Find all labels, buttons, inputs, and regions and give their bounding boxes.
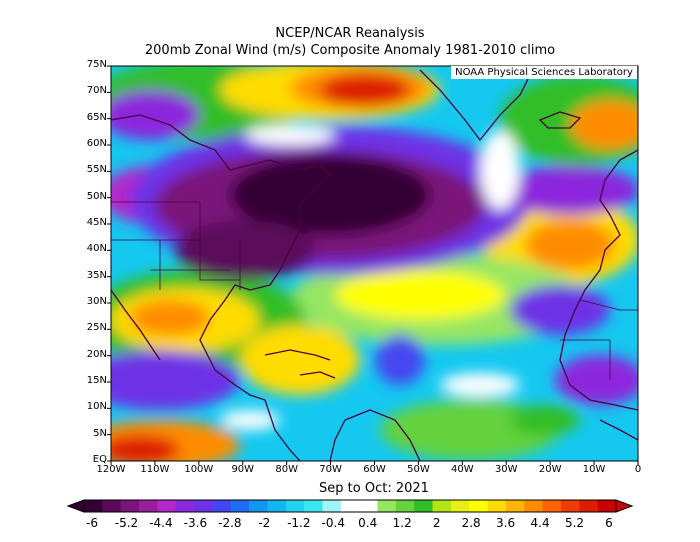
lon-tick-label: 90W xyxy=(231,464,255,475)
lat-tick-label: 55N xyxy=(86,164,107,176)
colorbar xyxy=(66,499,634,513)
colorbar-swatch xyxy=(340,500,360,512)
lon-tick-label: 30W xyxy=(494,464,518,475)
colorbar-swatch xyxy=(102,500,122,512)
lon-tick-label: 60W xyxy=(363,464,386,475)
colorbar-frame xyxy=(83,499,617,513)
colorbar-swatch xyxy=(395,500,415,512)
colorbar-swatch xyxy=(597,500,617,512)
lon-tick-label: 110W xyxy=(140,464,170,475)
lon-tick-label: 100W xyxy=(184,464,214,475)
chart-subtitle: 200mb Zonal Wind (m/s) Composite Anomaly… xyxy=(144,43,556,58)
colorbar-swatch xyxy=(524,500,544,512)
colorbar-swatch xyxy=(432,500,452,512)
colorbar-swatch xyxy=(505,500,525,512)
lat-tick-label: 50N xyxy=(86,190,107,202)
colorbar-swatch xyxy=(414,500,434,512)
lat-tick-label: 60N xyxy=(86,138,107,149)
lon-tick-label: 50W xyxy=(407,464,430,475)
colorbar-swatch xyxy=(450,500,470,512)
lat-tick-label: 75N xyxy=(86,59,107,70)
colorbar-tick-label: -5.2 xyxy=(114,516,139,530)
colorbar-tick-label: 2 xyxy=(432,516,441,530)
axis-tick-marks xyxy=(107,65,639,465)
colorbar-swatch xyxy=(304,500,323,512)
colorbar-tick-label: -2 xyxy=(258,516,271,530)
colorbar-tick-label: 4.4 xyxy=(530,516,550,530)
colorbar-swatch xyxy=(542,500,562,512)
chart-title: NCEP/NCAR Reanalysis xyxy=(275,26,425,41)
colorbar-tick-label: 5.2 xyxy=(564,516,585,530)
colorbar-tick-label: -0.4 xyxy=(321,516,345,530)
lat-tick-label: 5N xyxy=(93,427,107,439)
colorbar-swatch xyxy=(249,500,268,512)
colorbar-tick-label: -6 xyxy=(86,516,98,530)
colorbar-tick-label: 3.6 xyxy=(496,516,516,530)
colorbar-swatch xyxy=(377,500,397,512)
lat-tick-label: EQ xyxy=(92,454,107,465)
colorbar-tick-label: -2.8 xyxy=(218,516,242,530)
colorbar-swatch xyxy=(469,500,489,512)
colorbar-swatch xyxy=(230,500,250,512)
colorbar-tick-label: 0.4 xyxy=(358,516,378,530)
colorbar-swatch xyxy=(157,500,177,512)
colorbar-swatch xyxy=(212,500,232,512)
lat-tick-label: 15N xyxy=(86,375,107,386)
lon-tick-label: 20W xyxy=(538,464,562,475)
colorbar-swatch xyxy=(120,500,140,512)
lon-tick-label: 0 xyxy=(634,464,642,475)
colorbar-swatch xyxy=(84,500,103,512)
colorbar-tick-label: 1.2 xyxy=(392,516,412,530)
colorbar-swatch xyxy=(139,500,158,512)
lon-tick-label: 40W xyxy=(451,464,474,475)
colorbar-swatch xyxy=(175,500,195,512)
colorbar-tick-label: -3.6 xyxy=(183,516,208,530)
anomaly-field xyxy=(111,66,638,461)
credit-label: NOAA Physical Sciences Laboratory xyxy=(451,66,637,79)
colorbar-swatch xyxy=(579,500,599,512)
time-period-label: Sep to Oct: 2021 xyxy=(319,481,429,496)
lon-tick-label: 10W xyxy=(582,464,606,475)
colorbar-swatch xyxy=(285,500,305,512)
lat-tick-label: 30N xyxy=(86,296,107,307)
colorbar-swatch xyxy=(267,500,287,512)
lat-tick-label: 10N xyxy=(86,401,107,413)
lat-tick-label: 70N xyxy=(86,85,107,97)
colorbar-swatch xyxy=(560,500,580,512)
lat-tick-label: 45N xyxy=(86,217,107,228)
colorbar-max-arrow xyxy=(615,499,634,513)
colorbar-swatch xyxy=(487,500,507,512)
colorbar-swatch xyxy=(322,500,342,512)
lon-tick-label: 70W xyxy=(319,464,342,475)
colorbar-tick-label: 2.8 xyxy=(461,516,481,530)
colorbar-tick-label: 6 xyxy=(605,516,613,530)
colorbar-min-arrow xyxy=(66,499,85,513)
lon-tick-label: 120W xyxy=(96,464,126,475)
lat-tick-label: 65N xyxy=(86,111,107,123)
lon-tick-label: 80W xyxy=(275,464,298,475)
colorbar-swatch xyxy=(359,500,379,512)
political-borders xyxy=(111,201,638,380)
lat-tick-label: 20N xyxy=(86,348,107,360)
colorbar-swatch xyxy=(194,500,213,512)
lat-tick-label: 40N xyxy=(86,243,107,255)
colorbar-tick-label: -4.4 xyxy=(149,516,173,530)
lat-tick-label: 25N xyxy=(86,322,107,334)
colorbar-tick-label: -1.2 xyxy=(287,516,311,530)
lat-tick-label: 35N xyxy=(86,269,107,281)
